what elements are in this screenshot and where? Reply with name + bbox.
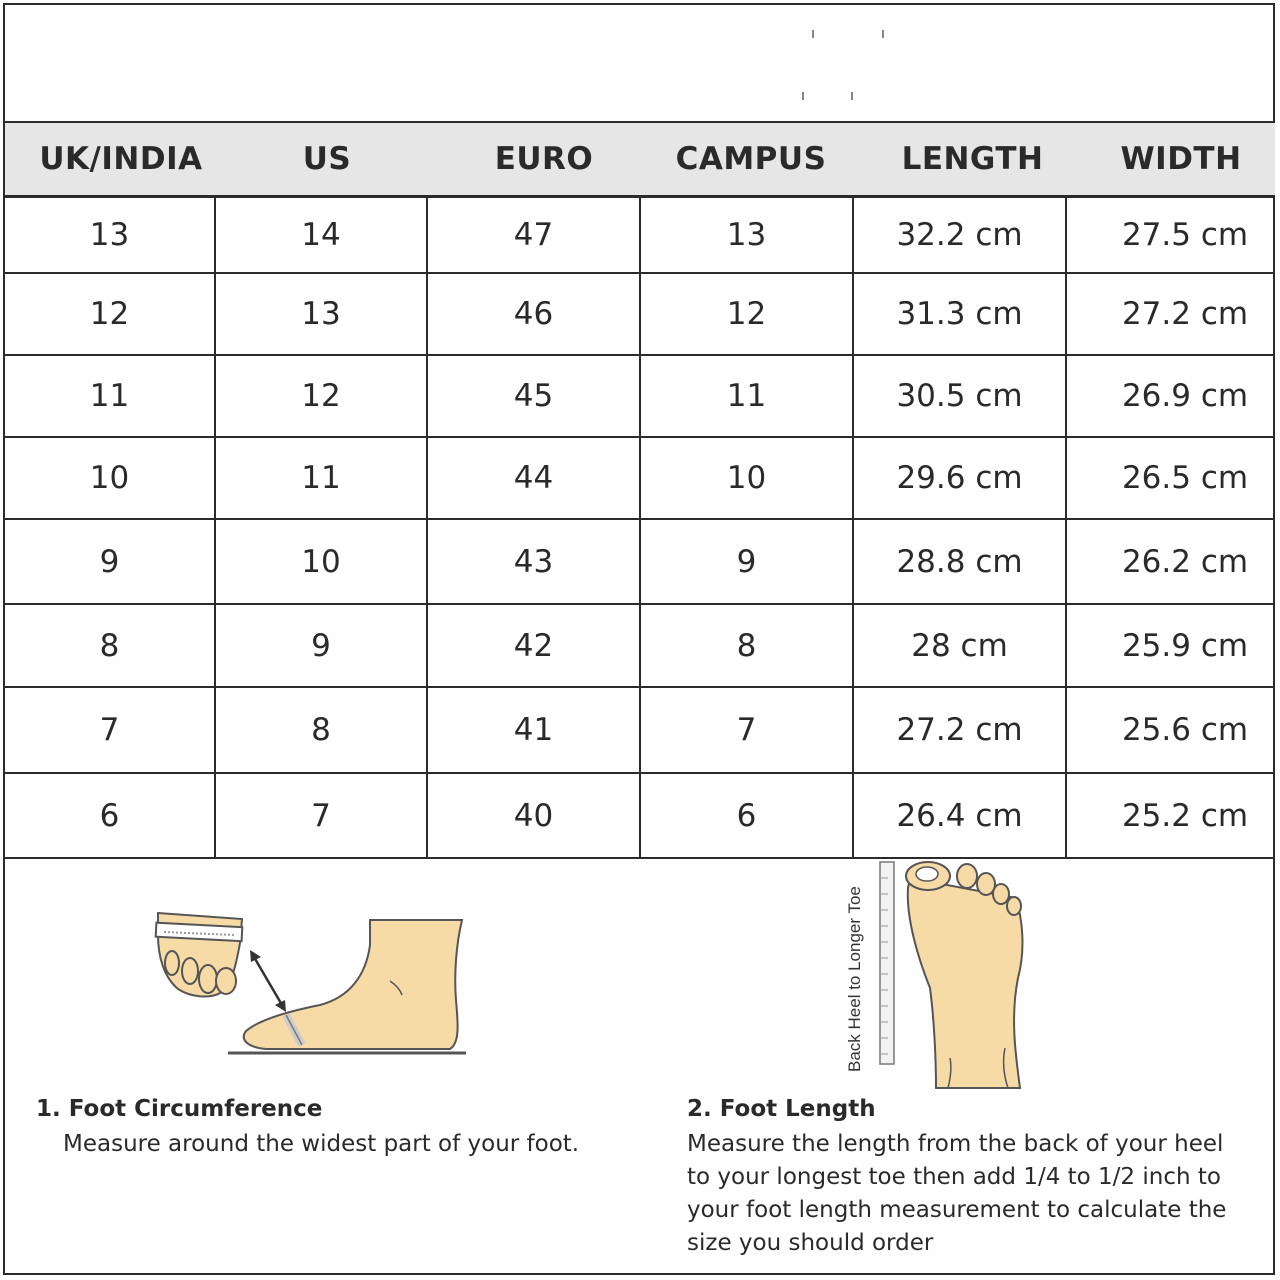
cell-width: 26.2 cm [1121,543,1249,580]
cell-length: 26.4 cm [854,774,1067,857]
cell-uk: 9 [5,520,216,603]
foot-circumference-illustration [154,911,466,1055]
cell-euro: 43 [428,520,641,603]
size-chart-frame [3,3,1275,1275]
ruler-label: Back Heel to Longer Toe [845,886,864,1072]
cell-length: 28 cm [854,605,1067,686]
cell-euro: 41 [428,688,641,772]
cell-campus: 10 [641,438,854,518]
cell-euro: 44 [428,438,641,518]
cell-us: 10 [216,520,428,603]
length-text: Measure the length from the back of your… [687,1128,1267,1260]
cell-us: 7 [216,774,428,857]
cell-campus: 12 [641,274,854,354]
circumference-title: 1. Foot Circumference [36,1096,323,1122]
cell-uk: 8 [5,605,216,686]
double-arrow-icon [250,950,286,1012]
cell-length: 32.2 cm [854,198,1067,272]
header-us: US [302,141,352,177]
cell-uk: 13 [5,198,216,272]
cell-campus: 9 [641,520,854,603]
faint-mark [802,92,804,100]
header-campus: CAMPUS [675,141,827,177]
length-text-line: your foot length measurement to calculat… [687,1197,1227,1223]
cell-us: 13 [216,274,428,354]
faint-mark [882,30,884,38]
cell-uk: 6 [5,774,216,857]
cell-width: 26.5 cm [1121,460,1249,496]
header-uk-india: UK/INDIA [39,141,203,177]
table-row: 7 8 41 7 27.2 cm 25.6 cm [5,688,1275,774]
cell-euro: 45 [428,356,641,436]
length-text-line: size you should order [687,1230,934,1256]
cell-euro: 47 [428,198,641,272]
faint-mark [812,30,814,38]
foot-length-illustration [879,861,1024,1089]
toes-closeup-icon [154,911,244,998]
table-row: 8 9 42 8 28 cm 25.9 cm [5,605,1275,688]
cell-campus: 13 [641,198,854,272]
cell-campus: 7 [641,688,854,772]
cell-width: 27.5 cm [1121,217,1249,253]
table-row: 12 13 46 12 31.3 cm 27.2 cm [5,274,1275,356]
table-row: 11 12 45 11 30.5 cm 26.9 cm [5,356,1275,438]
table-row: 6 7 40 6 26.4 cm 25.2 cm [5,774,1275,859]
cell-width: 27.2 cm [1121,296,1249,332]
table-header: UK/INDIA US EURO CAMPUS LENGTH WIDTH [5,121,1275,198]
cell-euro: 40 [428,774,641,857]
foot-top-icon [905,861,1024,1089]
table-row: 9 10 43 9 28.8 cm 26.2 cm [5,520,1275,605]
header-euro: EURO [494,141,594,177]
length-title: 2. Foot Length [687,1096,876,1122]
cell-euro: 42 [428,605,641,686]
cell-us: 14 [216,198,428,272]
cell-us: 9 [216,605,428,686]
faint-mark [851,92,853,100]
table-row: 10 11 44 10 29.6 cm 26.5 cm [5,438,1275,520]
side-foot-icon [228,919,466,1055]
cell-length: 29.6 cm [854,438,1067,518]
cell-us: 11 [216,438,428,518]
cell-width: 25.2 cm [1121,797,1249,834]
cell-length: 27.2 cm [854,688,1067,772]
cell-length: 31.3 cm [854,274,1067,354]
circumference-text: Measure around the widest part of your f… [63,1131,580,1157]
cell-us: 12 [216,356,428,436]
cell-width: 25.9 cm [1121,627,1249,664]
header-width: WIDTH [1120,141,1242,177]
cell-us: 8 [216,688,428,772]
cell-length: 30.5 cm [854,356,1067,436]
cell-width: 26.9 cm [1121,378,1249,414]
cell-uk: 7 [5,688,216,772]
cell-campus: 6 [641,774,854,857]
cell-campus: 11 [641,356,854,436]
cell-uk: 12 [5,274,216,354]
cell-width: 25.6 cm [1121,712,1249,748]
cell-uk: 11 [5,356,216,436]
table-row: 13 14 47 13 32.2 cm 27.5 cm [5,198,1275,274]
length-text-line: to your longest toe then add 1/4 to 1/2 … [687,1164,1221,1190]
length-text-line: Measure the length from the back of your… [687,1131,1224,1157]
cell-uk: 10 [5,438,216,518]
cell-euro: 46 [428,274,641,354]
header-length: LENGTH [901,141,1044,177]
cell-length: 28.8 cm [854,520,1067,603]
cell-campus: 8 [641,605,854,686]
ruler-icon [879,861,895,1065]
